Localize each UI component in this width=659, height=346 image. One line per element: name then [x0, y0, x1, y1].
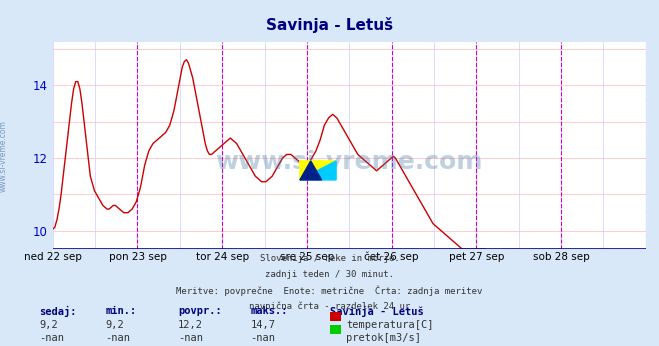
Text: navpična črta - razdelek 24 ur: navpična črta - razdelek 24 ur	[249, 301, 410, 310]
Text: temperatura[C]: temperatura[C]	[346, 320, 434, 330]
Text: povpr.:: povpr.:	[178, 306, 221, 316]
Text: 9,2: 9,2	[105, 320, 124, 330]
Text: maks.:: maks.:	[250, 306, 288, 316]
Text: sedaj:: sedaj:	[40, 306, 77, 317]
Text: Savinja - Letuš: Savinja - Letuš	[330, 306, 423, 317]
Text: -nan: -nan	[40, 333, 65, 343]
Text: www.si-vreme.com: www.si-vreme.com	[0, 120, 8, 192]
Text: 12,2: 12,2	[178, 320, 203, 330]
Text: www.si-vreme.com: www.si-vreme.com	[215, 150, 483, 174]
Text: -nan: -nan	[250, 333, 275, 343]
Text: 14,7: 14,7	[250, 320, 275, 330]
Text: Meritve: povprečne  Enote: metrične  Črta: zadnja meritev: Meritve: povprečne Enote: metrične Črta:…	[177, 285, 482, 296]
Text: zadnji teden / 30 minut.: zadnji teden / 30 minut.	[265, 270, 394, 279]
Text: 9,2: 9,2	[40, 320, 58, 330]
Text: -nan: -nan	[105, 333, 130, 343]
Text: Savinja - Letuš: Savinja - Letuš	[266, 17, 393, 33]
Text: Slovenija / reke in morje.: Slovenija / reke in morje.	[260, 254, 399, 263]
Text: pretok[m3/s]: pretok[m3/s]	[346, 333, 421, 343]
Text: -nan: -nan	[178, 333, 203, 343]
Text: min.:: min.:	[105, 306, 136, 316]
